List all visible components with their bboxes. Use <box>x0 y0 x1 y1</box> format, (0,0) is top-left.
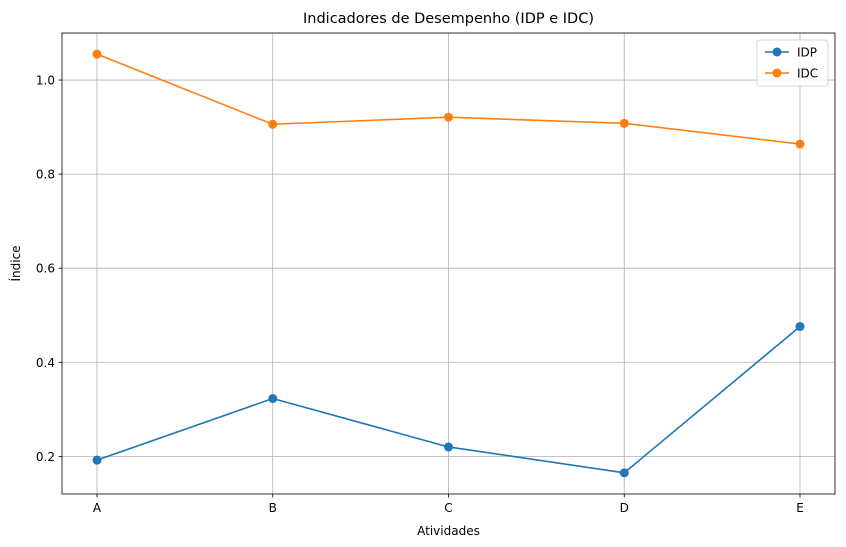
data-point-idp <box>444 442 453 452</box>
x-axis-label: Atividades <box>417 524 480 538</box>
y-tick-label: 0.6 <box>36 262 55 276</box>
y-tick-label: 0.4 <box>36 356 55 370</box>
x-tick-label: B <box>269 501 277 515</box>
chart-title: Indicadores de Desempenho (IDP e IDC) <box>303 11 594 27</box>
legend-label-idc: IDC <box>797 67 818 81</box>
data-point-idc <box>268 119 278 129</box>
series-layer <box>92 49 805 478</box>
x-tick-label: C <box>444 501 452 515</box>
x-tick-label: E <box>796 501 804 515</box>
data-point-idc <box>444 112 453 122</box>
legend-label-idp: IDP <box>797 46 817 60</box>
x-axis-ticks: A B C D E <box>93 494 804 515</box>
x-tick-label: A <box>93 501 102 515</box>
legend-marker-idc <box>772 68 782 78</box>
data-point-idc <box>619 118 629 128</box>
grid-lines <box>62 33 835 494</box>
data-point-idp <box>268 394 278 404</box>
data-point-idp <box>795 322 805 332</box>
data-point-idp <box>92 455 102 465</box>
y-tick-label: 0.2 <box>36 450 55 464</box>
legend: IDP IDC <box>756 39 829 87</box>
legend-marker-idp <box>772 47 782 57</box>
data-point-idp <box>619 468 629 478</box>
data-point-idc <box>795 139 805 149</box>
y-tick-label: 0.8 <box>36 168 55 182</box>
y-axis-ticks: 0.2 0.4 0.6 0.8 1.0 <box>36 74 62 464</box>
y-axis-label: Índice <box>8 245 23 281</box>
y-tick-label: 1.0 <box>36 74 55 88</box>
x-tick-label: D <box>620 501 629 515</box>
data-point-idc <box>92 49 102 59</box>
